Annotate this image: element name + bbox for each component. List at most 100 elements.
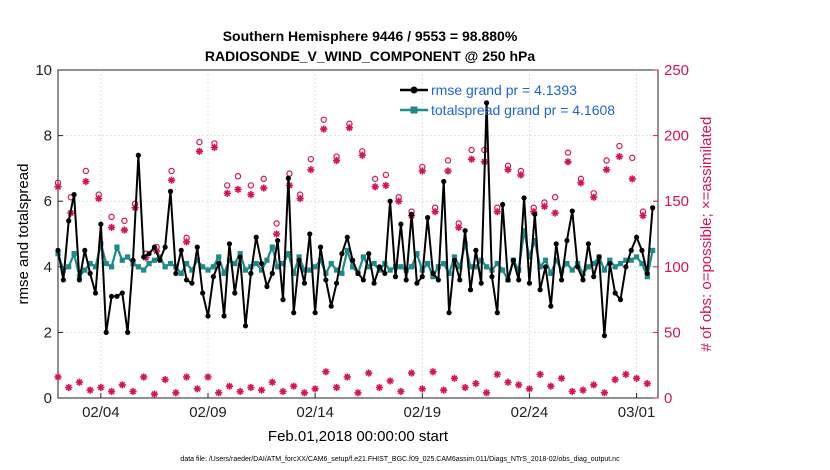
totalspread-point	[280, 260, 286, 267]
rmse-point	[542, 264, 549, 270]
obs-upper-possible-marker	[260, 175, 267, 183]
totalspread-point	[66, 264, 72, 270]
rmse-point	[87, 270, 93, 276]
x-tick-label: 02/04	[82, 404, 120, 421]
totalspread-point	[521, 228, 527, 234]
totalspread-point	[125, 254, 131, 260]
obs-lower-assimilated-marker	[161, 376, 169, 384]
x-tick-label: 02/24	[511, 404, 549, 421]
obs-lower-assimilated-marker	[322, 368, 330, 376]
legend: rmse grand pr = 4.1393 totalspread grand…	[400, 82, 615, 118]
totalspread-point	[542, 257, 549, 263]
obs-upper-assimilated-marker	[577, 179, 585, 187]
obs-lower-assimilated-marker	[118, 381, 126, 389]
y-tick-label: 0	[44, 390, 52, 407]
totalspread-point	[446, 270, 452, 276]
totalspread-point	[376, 267, 383, 273]
rmse-point	[505, 277, 511, 283]
rmse-point	[617, 297, 624, 303]
totalspread-point	[558, 267, 565, 273]
rmse-point	[66, 218, 72, 224]
obs-lower-assimilated-marker	[579, 386, 587, 394]
x-tick-label: 03/01	[618, 404, 656, 421]
rmse-point	[221, 313, 227, 319]
obs-upper-possible-marker	[307, 155, 315, 163]
obs-lower-assimilated-marker	[504, 378, 512, 386]
rmse-point	[98, 221, 104, 227]
rmse-line	[57, 101, 654, 337]
rmse-point	[408, 211, 415, 217]
totalspread-point	[366, 264, 372, 270]
obs-upper-assimilated-marker	[95, 194, 103, 203]
rmse-point	[141, 254, 147, 260]
totalspread-point	[232, 260, 238, 267]
rmse-point	[183, 277, 190, 283]
rmse-point	[601, 333, 608, 339]
totalspread-point	[414, 251, 420, 257]
obs-upper-possible-marker	[564, 149, 572, 156]
obs-lower-assimilated-marker	[257, 386, 266, 394]
obs-upper-possible-marker	[616, 142, 623, 150]
totalspread-point	[87, 260, 93, 267]
totalspread-point	[242, 267, 249, 273]
rmse-point	[76, 277, 83, 283]
totalspread-point	[92, 264, 99, 270]
obs-lower-assimilated-marker	[493, 370, 501, 378]
obs-lower-assimilated-marker	[129, 387, 137, 396]
totalspread-point	[189, 267, 195, 273]
obs-upper-assimilated-marker	[195, 147, 204, 155]
rmse-point	[585, 241, 591, 247]
rmse-point	[344, 234, 350, 240]
obs-count-layer	[54, 116, 651, 398]
totalspread-point	[601, 267, 608, 273]
totalspread-point	[264, 257, 270, 263]
obs-lower-assimilated-marker	[547, 382, 555, 390]
obs-lower-assimilated-marker	[461, 383, 469, 392]
rmse-point	[510, 257, 516, 263]
totalspread-point	[167, 260, 174, 267]
totalspread-point	[526, 254, 533, 260]
rmse-point	[114, 293, 120, 299]
rmse-point	[157, 257, 163, 263]
y-axis-label: rmse and totalspread	[15, 164, 32, 305]
rmse-point	[307, 231, 313, 237]
obs-lower-assimilated-marker	[236, 387, 244, 396]
rmse-point	[398, 221, 404, 227]
totalspread-point	[98, 241, 104, 247]
obs-upper-assimilated-marker	[260, 184, 268, 192]
y-tick-label: 4	[44, 259, 52, 276]
rmse-point	[558, 277, 565, 283]
totalspread-point	[103, 260, 109, 267]
totalspread-point	[500, 267, 506, 273]
obs-upper-possible-marker	[234, 173, 242, 180]
rmse-point	[253, 234, 259, 240]
obs-upper-possible-marker	[273, 220, 280, 227]
totalspread-point	[408, 264, 415, 270]
totalspread-point	[82, 267, 88, 273]
obs-lower-assimilated-marker	[332, 383, 341, 392]
rmse-point	[269, 270, 275, 276]
obs-lower-assimilated-marker	[440, 386, 448, 394]
y-right-tick-label: 0	[664, 390, 672, 407]
totalspread-point	[548, 270, 554, 276]
totalspread-point	[291, 270, 297, 276]
obs-upper-assimilated-marker	[247, 191, 255, 199]
totalspread-point	[532, 237, 538, 244]
obs-lower-assimilated-marker	[375, 383, 384, 392]
rmse-point	[644, 270, 650, 276]
obs-lower-assimilated-marker	[204, 373, 212, 381]
rmse-point	[392, 274, 399, 280]
totalspread-point	[119, 257, 125, 263]
rmse-point	[403, 277, 409, 283]
totalspread-point	[216, 254, 222, 260]
rmse-point	[483, 100, 490, 106]
rmse-point	[103, 329, 109, 335]
totalspread-point	[467, 264, 474, 270]
totalspread-point	[628, 257, 634, 263]
totalspread-point	[425, 260, 431, 267]
rmse-point	[60, 277, 66, 283]
rmse-point	[291, 310, 297, 316]
obs-upper-possible-marker	[444, 157, 452, 164]
rmse-point	[317, 244, 324, 250]
